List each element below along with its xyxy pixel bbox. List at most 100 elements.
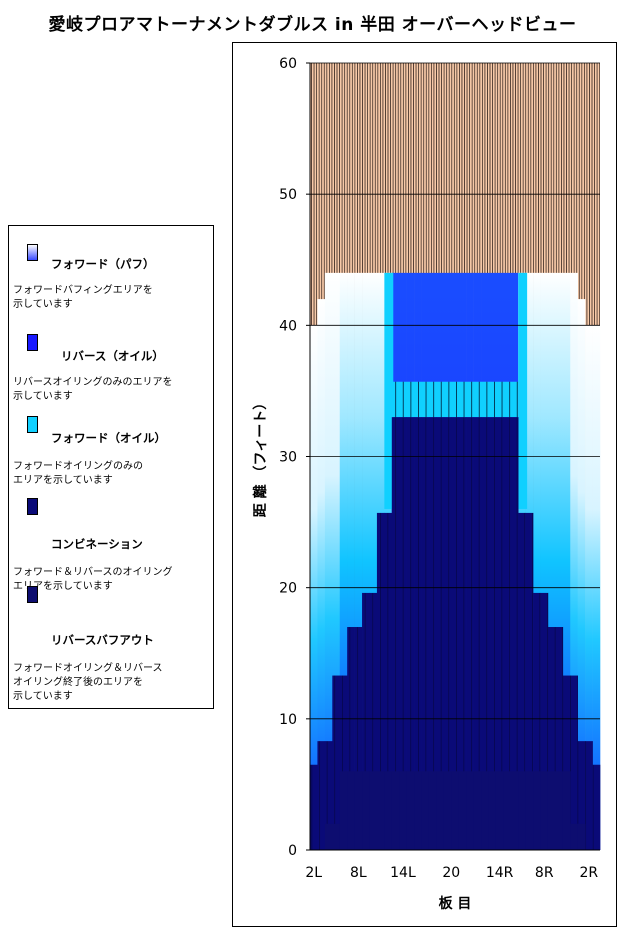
buffout-column bbox=[428, 771, 437, 850]
reverse-oil-column bbox=[384, 512, 393, 850]
oil-column bbox=[354, 272, 363, 850]
reverse-oil-column bbox=[562, 675, 571, 850]
reverse-oil-column bbox=[369, 592, 378, 850]
reverse-oil-column bbox=[481, 417, 489, 850]
oil-column bbox=[533, 272, 541, 850]
reverse-oil-column bbox=[376, 512, 385, 850]
buffout-column bbox=[369, 771, 378, 850]
buffout-column bbox=[458, 771, 467, 850]
oil-column bbox=[362, 272, 370, 850]
buffout-column bbox=[570, 823, 578, 850]
oil-column bbox=[332, 272, 341, 850]
reverse-oil-column bbox=[443, 417, 452, 850]
x-tick-label: 2R bbox=[580, 865, 599, 881]
x-tick-label: 14R bbox=[486, 865, 514, 881]
oil-column bbox=[570, 272, 578, 850]
buffout-column bbox=[577, 823, 586, 850]
chart-frame bbox=[232, 42, 617, 927]
x-tick-label: 14L bbox=[390, 865, 416, 881]
reverse-oil-column bbox=[525, 512, 534, 850]
reverse-oil-column bbox=[399, 417, 407, 850]
y-tick-label: 30 bbox=[279, 450, 297, 466]
oil-column bbox=[540, 272, 549, 850]
reverse-oil-column bbox=[547, 627, 556, 850]
buffout-column bbox=[451, 771, 460, 850]
legend-desc: リバースオイリングのみのエリアを 示しています bbox=[13, 377, 173, 402]
buffout-column bbox=[510, 771, 519, 850]
oil-column bbox=[324, 272, 333, 850]
buffout-column bbox=[391, 771, 400, 850]
reverse-oil-column bbox=[510, 417, 519, 850]
buffout-column bbox=[562, 771, 571, 850]
y-axis-title: 距 離 （フィート） bbox=[252, 396, 269, 517]
buffout-column bbox=[540, 771, 549, 850]
buffout-column bbox=[443, 771, 452, 850]
reverse-oil-column bbox=[518, 512, 526, 850]
forward-oil-strip bbox=[518, 272, 528, 509]
y-tick-label: 50 bbox=[279, 187, 297, 203]
reverse-oil-column bbox=[577, 741, 586, 850]
reverse-oil-column bbox=[339, 675, 348, 850]
buffout-column bbox=[466, 771, 474, 850]
buffout-column bbox=[332, 823, 341, 850]
legend-swatch-combination bbox=[27, 498, 38, 515]
buffout-column bbox=[481, 771, 489, 850]
reverse-oil-column bbox=[533, 592, 541, 850]
legend-desc: フォワードバフィングエリアを 示しています bbox=[13, 285, 153, 310]
buffout-column bbox=[547, 771, 556, 850]
reverse-oil-column bbox=[310, 764, 318, 850]
reverse-oil-column bbox=[488, 417, 497, 850]
chart-title: 愛岐プロアマトーナメントダブルス in 半田 オーバーヘッドビュー bbox=[48, 15, 577, 35]
x-tick-label: 20 bbox=[442, 865, 460, 881]
forward-oil-band bbox=[391, 381, 519, 418]
oil-column bbox=[555, 272, 564, 850]
legend-label: リバースバフアウト bbox=[51, 633, 154, 647]
y-tick-label: 20 bbox=[279, 581, 297, 597]
buffout-column bbox=[488, 771, 497, 850]
reverse-oil-column bbox=[324, 741, 333, 850]
oil-column bbox=[577, 299, 586, 851]
buffout-column bbox=[324, 823, 333, 850]
buffout-column bbox=[376, 771, 385, 850]
legend-label: フォワード（オイル） bbox=[51, 431, 166, 445]
oil-column bbox=[562, 272, 571, 850]
reverse-oil-column bbox=[466, 417, 474, 850]
legend-swatch-reverse-buffout bbox=[27, 586, 38, 603]
reverse-oil-column bbox=[570, 675, 578, 850]
oil-column bbox=[317, 299, 326, 851]
legend-swatch-reverse-oil bbox=[27, 334, 38, 351]
oil-column bbox=[547, 272, 556, 850]
legend-label: フォワード（パフ） bbox=[51, 257, 155, 271]
reverse-oil-column bbox=[354, 627, 363, 850]
buffout-column bbox=[399, 771, 407, 850]
buffout-column bbox=[384, 771, 393, 850]
reverse-oil-column bbox=[473, 417, 482, 850]
buffout-column bbox=[362, 771, 370, 850]
reverse-oil-column bbox=[406, 417, 415, 850]
reverse-oil-column bbox=[421, 417, 430, 850]
legend-desc: フォワード＆リバースのオイリング エリアを示しています bbox=[13, 567, 173, 592]
buffout-column bbox=[421, 771, 430, 850]
reverse-oil-column bbox=[428, 417, 437, 850]
reverse-oil-column bbox=[458, 417, 467, 850]
reverse-oil-column bbox=[555, 627, 564, 850]
legend-desc: フォワードオイリングのみの エリアを示しています bbox=[13, 461, 143, 486]
buffout-column bbox=[525, 771, 534, 850]
oil-column bbox=[369, 272, 378, 850]
reverse-oil-column bbox=[347, 627, 355, 850]
reverse-oil-column bbox=[503, 417, 512, 850]
legend: フォワード（パフ） フォワードバフィングエリアを 示しています リバース（オイル… bbox=[8, 225, 214, 709]
reverse-oil-column bbox=[317, 741, 326, 850]
buffout-column bbox=[518, 771, 526, 850]
buffout-column bbox=[495, 771, 504, 850]
x-tick-label: 8L bbox=[350, 865, 367, 881]
buffout-column bbox=[406, 771, 415, 850]
x-tick-label: 8R bbox=[535, 865, 554, 881]
reverse-oil-column bbox=[414, 417, 422, 850]
buffout-column bbox=[533, 771, 541, 850]
legend-desc: フォワードオイリング＆リバース オイリング終了後のエリアを 示しています bbox=[13, 663, 163, 702]
buffout-column bbox=[555, 771, 564, 850]
legend-swatch-forward-oil bbox=[27, 416, 38, 433]
buffout-column bbox=[414, 771, 422, 850]
